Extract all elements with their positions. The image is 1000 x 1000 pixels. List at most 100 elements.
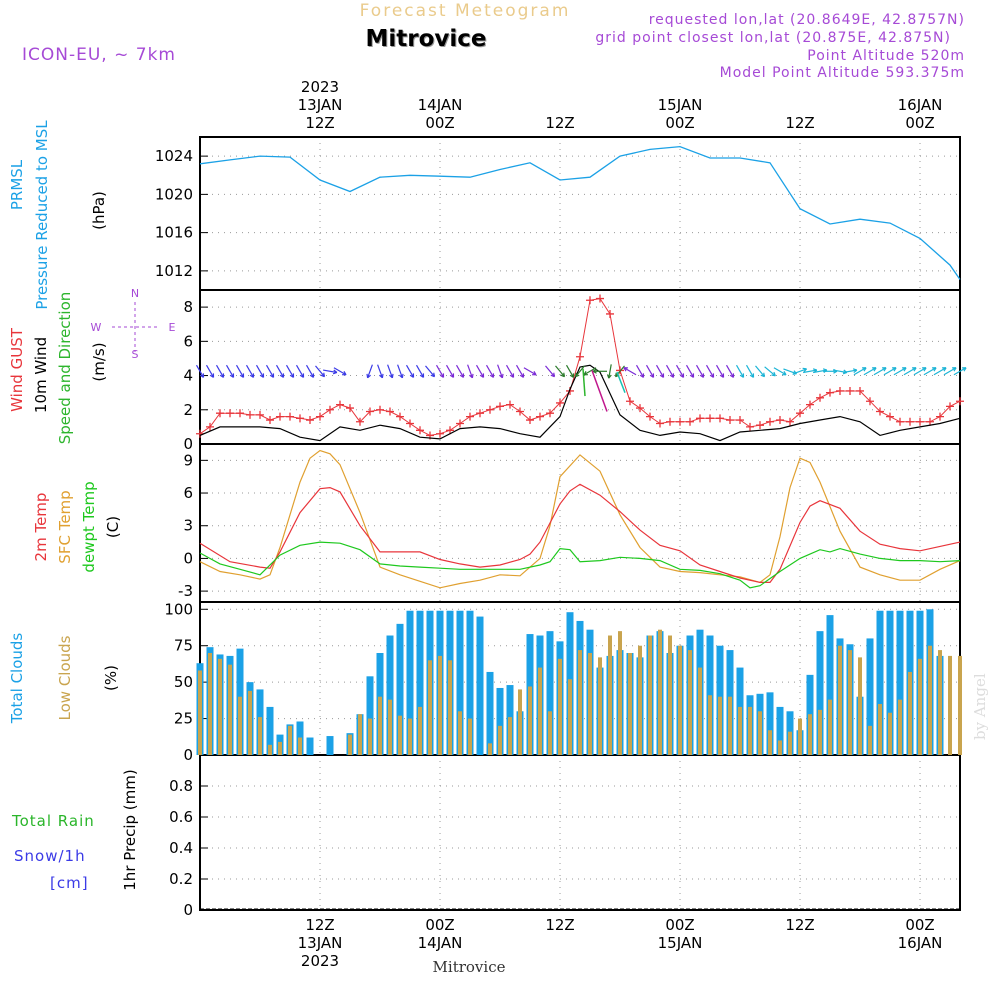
arrow-head [719, 373, 725, 378]
arrow-shaft [215, 364, 225, 378]
gust-marker [756, 421, 764, 430]
arrow-head [219, 373, 225, 378]
wind-direction-arrow [397, 364, 404, 379]
arrow-shaft [565, 364, 575, 378]
y-tick-label: 2 [183, 401, 193, 419]
arrow-head [583, 371, 588, 376]
wind-direction-arrow [195, 364, 205, 378]
pressure-label-short: PRMSL [8, 159, 26, 210]
wind-direction-arrow [445, 364, 455, 378]
low-cloud-bar [948, 655, 952, 755]
arrow-head [679, 373, 685, 378]
low-cloud-bar [448, 660, 452, 755]
temp-unit: (C) [104, 516, 122, 538]
y-tick-label: 4 [183, 367, 193, 385]
arrow-head [709, 373, 715, 378]
arrow-head [378, 373, 384, 379]
gust-marker [446, 426, 454, 435]
y-tick-label: 1012 [155, 262, 193, 280]
arrow-shaft [285, 364, 295, 378]
gust-marker [546, 409, 554, 418]
total-cloud-bar [896, 610, 904, 755]
low-cloud-bar [388, 699, 392, 755]
pressure-label-long: Pressure Reduced to MSL [33, 120, 51, 310]
compass-e: E [169, 321, 176, 334]
low-cloud-bar [548, 711, 552, 755]
gust-marker [386, 407, 394, 416]
arrow-shaft [555, 365, 565, 378]
wind-direction-arrow [583, 367, 597, 376]
wind-direction-arrow [745, 364, 755, 378]
arrow-shaft [275, 364, 285, 378]
arrow-shaft [615, 365, 625, 378]
gust-marker [946, 402, 954, 411]
low-cloud-bar [828, 699, 832, 755]
total-cloud-bar [776, 706, 784, 755]
wind-direction-arrow [215, 364, 225, 378]
arrow-shaft [367, 364, 373, 379]
low-cloud-bar [768, 730, 772, 755]
gust-marker [526, 416, 534, 425]
gust-marker [456, 419, 464, 428]
wind-direction-arrow [893, 367, 907, 376]
low-cloud-bar [838, 645, 842, 755]
low-cloud-bar [248, 690, 252, 755]
low-cloud-bar [358, 714, 362, 755]
low-cloud-bar [438, 655, 442, 755]
wind-direction-arrow [735, 364, 745, 378]
gust-marker [766, 417, 774, 426]
gust-marker [576, 352, 584, 361]
low-cloud-bar [798, 718, 802, 755]
cloud-unit: (%) [102, 665, 120, 691]
arrow-head [532, 371, 537, 376]
arrow-head [592, 368, 597, 374]
gust-marker [356, 417, 364, 426]
time-label-top: 15JAN [658, 96, 703, 114]
arrow-head [574, 372, 580, 378]
gust-label: Wind GUST [8, 327, 26, 412]
total-cloud-bar [366, 676, 374, 755]
gust-marker [296, 414, 304, 423]
arrow-head [902, 367, 907, 372]
wind-direction-arrow [773, 367, 787, 376]
total-cloud-bar [766, 692, 774, 755]
wind-direction-arrow [695, 364, 705, 378]
low-cloud-bar [208, 653, 212, 755]
arrow-head [689, 373, 695, 378]
wind-direction-arrow [387, 364, 394, 379]
y-tick-label: 0.8 [169, 777, 193, 795]
arrow-head [489, 373, 495, 378]
time-label-bottom: 12Z [545, 916, 574, 934]
time-label-top: 16JAN [898, 96, 943, 114]
low-cloud-bar [888, 712, 892, 755]
arrow-shaft [475, 364, 485, 378]
gust-marker [346, 404, 354, 413]
low-cloud-bar [858, 657, 862, 755]
time-label-top: 12Z [785, 114, 814, 132]
dewpoint-line [199, 541, 961, 589]
arrow-shaft [255, 364, 265, 378]
arrow-shaft [545, 365, 555, 378]
low-cloud-bar [818, 709, 822, 755]
low-cloud-bar [928, 645, 932, 755]
y-tick-label: 0 [183, 435, 193, 453]
arrow-shaft [803, 369, 817, 374]
arrow-shaft [523, 367, 537, 376]
sfc-temp-line [199, 449, 961, 589]
wind-direction-arrow [455, 364, 465, 378]
low-cloud-bar [958, 655, 962, 755]
gust-marker [956, 397, 964, 406]
wind-direction-arrow [665, 364, 675, 378]
y-tick-label: 25 [174, 710, 193, 728]
total-cloud-bar [886, 610, 894, 755]
arrow-shaft [913, 367, 927, 376]
peak-arrow-magenta [591, 370, 608, 412]
low-cloud-bar [738, 706, 742, 755]
low-cloud-bar [698, 667, 702, 755]
time-label-bottom: 12Z [785, 916, 814, 934]
wind-direction-arrow [235, 364, 245, 378]
arrow-head [729, 373, 735, 378]
footer-location: Mitrovice [433, 958, 506, 976]
time-label-bottom: 16JAN [898, 934, 943, 952]
time-label-top: 00Z [905, 114, 934, 132]
